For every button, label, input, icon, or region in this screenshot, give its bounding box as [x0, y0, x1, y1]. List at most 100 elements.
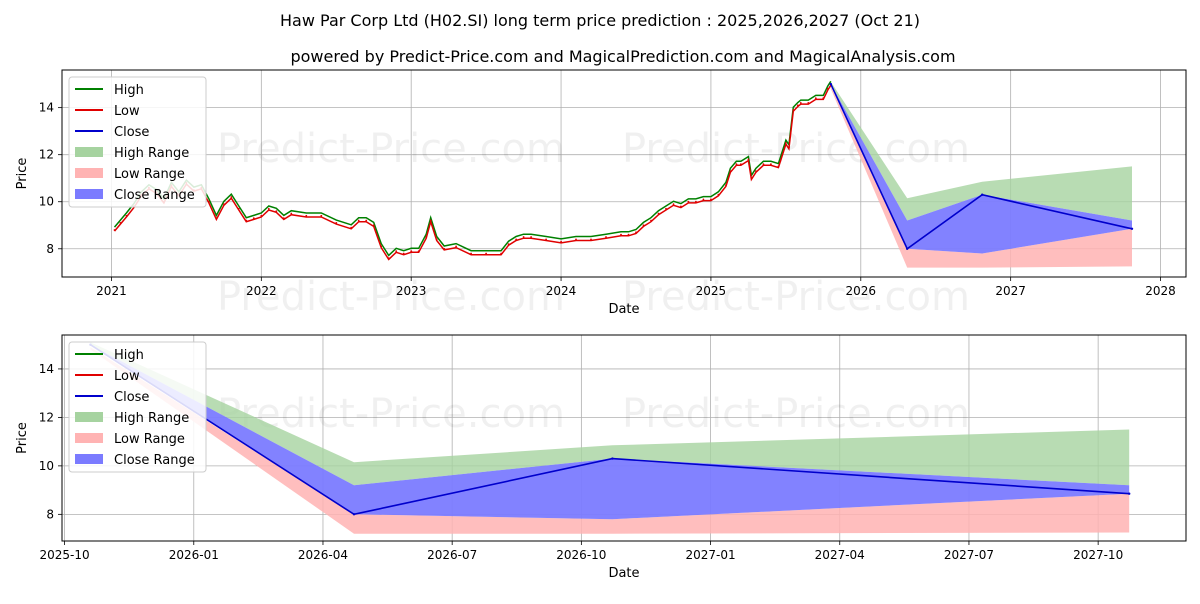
history-point: [725, 184, 727, 187]
high-range-band: [830, 81, 1132, 221]
history-point: [215, 217, 218, 220]
plot-area: [113, 80, 1134, 268]
history-point: [380, 245, 383, 248]
plot-frame: [61, 334, 1187, 542]
x-tick-label: 2025: [696, 284, 727, 298]
history-point: [822, 97, 825, 100]
history-point: [826, 87, 829, 90]
watermark-text: Predict-Price.com: [217, 126, 565, 172]
history-point: [429, 219, 432, 222]
x-tick-label: 2026-04: [298, 548, 348, 562]
x-axis-label: Date: [608, 302, 639, 317]
history-point: [260, 214, 263, 217]
legend-swatch-close_range: [75, 189, 103, 199]
history-point: [507, 243, 510, 246]
history-point: [814, 97, 817, 100]
history-point: [807, 102, 810, 104]
history-point: [642, 224, 645, 227]
history-point: [635, 231, 637, 234]
y-tick-label: 8: [46, 507, 54, 521]
history-point: [740, 163, 742, 166]
history-point: [485, 252, 487, 255]
history-point: [545, 238, 547, 241]
watermark-text: Predict-Price.com: [622, 274, 970, 320]
history-point: [410, 250, 413, 253]
legend-label-high_range: High Range: [114, 146, 189, 161]
y-tick-label: 14: [39, 362, 54, 376]
history-point: [785, 142, 787, 144]
history-point: [320, 214, 323, 217]
history-point: [500, 252, 502, 255]
x-tick-label: 2026: [846, 284, 877, 298]
history-point: [357, 219, 360, 222]
legend-swatch-high_range: [75, 147, 103, 157]
history-point: [575, 238, 577, 241]
legend-label-close_range: Close Range: [114, 188, 195, 203]
history-point: [395, 250, 398, 253]
legend-label-close_range: Close Range: [114, 453, 195, 468]
x-axis-label: Date: [608, 566, 639, 581]
history-point: [747, 158, 750, 161]
close-forecast-point: [906, 247, 909, 250]
low-range-band: [90, 347, 1130, 534]
chart-subtitle: powered by Predict-Price.com and Magical…: [290, 47, 955, 66]
history-point: [113, 229, 116, 231]
history-point: [350, 226, 353, 229]
close-forecast-point: [611, 457, 614, 460]
x-tick-label: 2026-10: [556, 548, 606, 562]
history-point: [387, 257, 390, 260]
x-tick-label: 2027-10: [1073, 548, 1123, 562]
x-tick-label: 2026-01: [169, 548, 219, 562]
legend-swatch-low_range: [75, 433, 103, 443]
history-point: [275, 210, 278, 213]
close-forecast-point: [352, 513, 356, 516]
history-point: [796, 104, 799, 107]
close-forecast-point: [1128, 492, 1131, 495]
y-tick-label: 10: [39, 195, 54, 209]
close-forecast-line: [830, 83, 1133, 251]
history-point: [223, 203, 225, 206]
history-point: [657, 212, 660, 215]
x-tick-label: 2027-01: [685, 548, 735, 562]
low-range-band: [830, 86, 1132, 268]
history-point: [372, 224, 375, 227]
history-point: [605, 236, 607, 238]
history-point: [365, 219, 368, 222]
history-point: [762, 163, 765, 166]
history-point: [435, 238, 438, 241]
y-axis-label: Price: [15, 158, 30, 190]
history-point: [788, 146, 790, 149]
plot-1: Predict-Price.com Predict-Price.com2025-1…: [15, 334, 1187, 581]
legend-swatch-high_range: [75, 412, 103, 422]
history-point: [522, 236, 525, 238]
y-tick-label: 12: [39, 410, 54, 424]
legend: High Low Close High Range Low Range Close Ran…: [68, 341, 207, 473]
history-point: [799, 102, 802, 104]
x-tick-label: 2027: [995, 284, 1026, 298]
legend-label-low: Low: [114, 104, 140, 119]
history-point: [560, 240, 562, 243]
history-point: [777, 165, 780, 168]
history-point: [119, 222, 122, 224]
history-point: [267, 207, 270, 210]
history-point: [443, 247, 446, 250]
legend-box: [68, 341, 207, 473]
history-point: [282, 217, 285, 220]
history-point: [208, 200, 210, 203]
x-tick-label: 2023: [396, 284, 427, 298]
history-point: [702, 198, 705, 201]
watermark-text: Predict-Price.com: [217, 274, 565, 320]
history-point: [695, 200, 697, 203]
x-tick-label: 2026-07: [427, 548, 477, 562]
close-forecast-point: [1130, 227, 1134, 230]
history-point: [687, 200, 690, 203]
legend-swatch-low_range: [75, 168, 103, 178]
history-point: [770, 163, 772, 166]
plot-area: [89, 342, 1131, 534]
x-tick-label: 2024: [546, 284, 577, 298]
history-point: [680, 205, 682, 208]
y-axis-label: Price: [15, 422, 30, 454]
history-point: [735, 163, 738, 166]
low-series-line: [113, 84, 832, 261]
history-point: [417, 250, 420, 253]
